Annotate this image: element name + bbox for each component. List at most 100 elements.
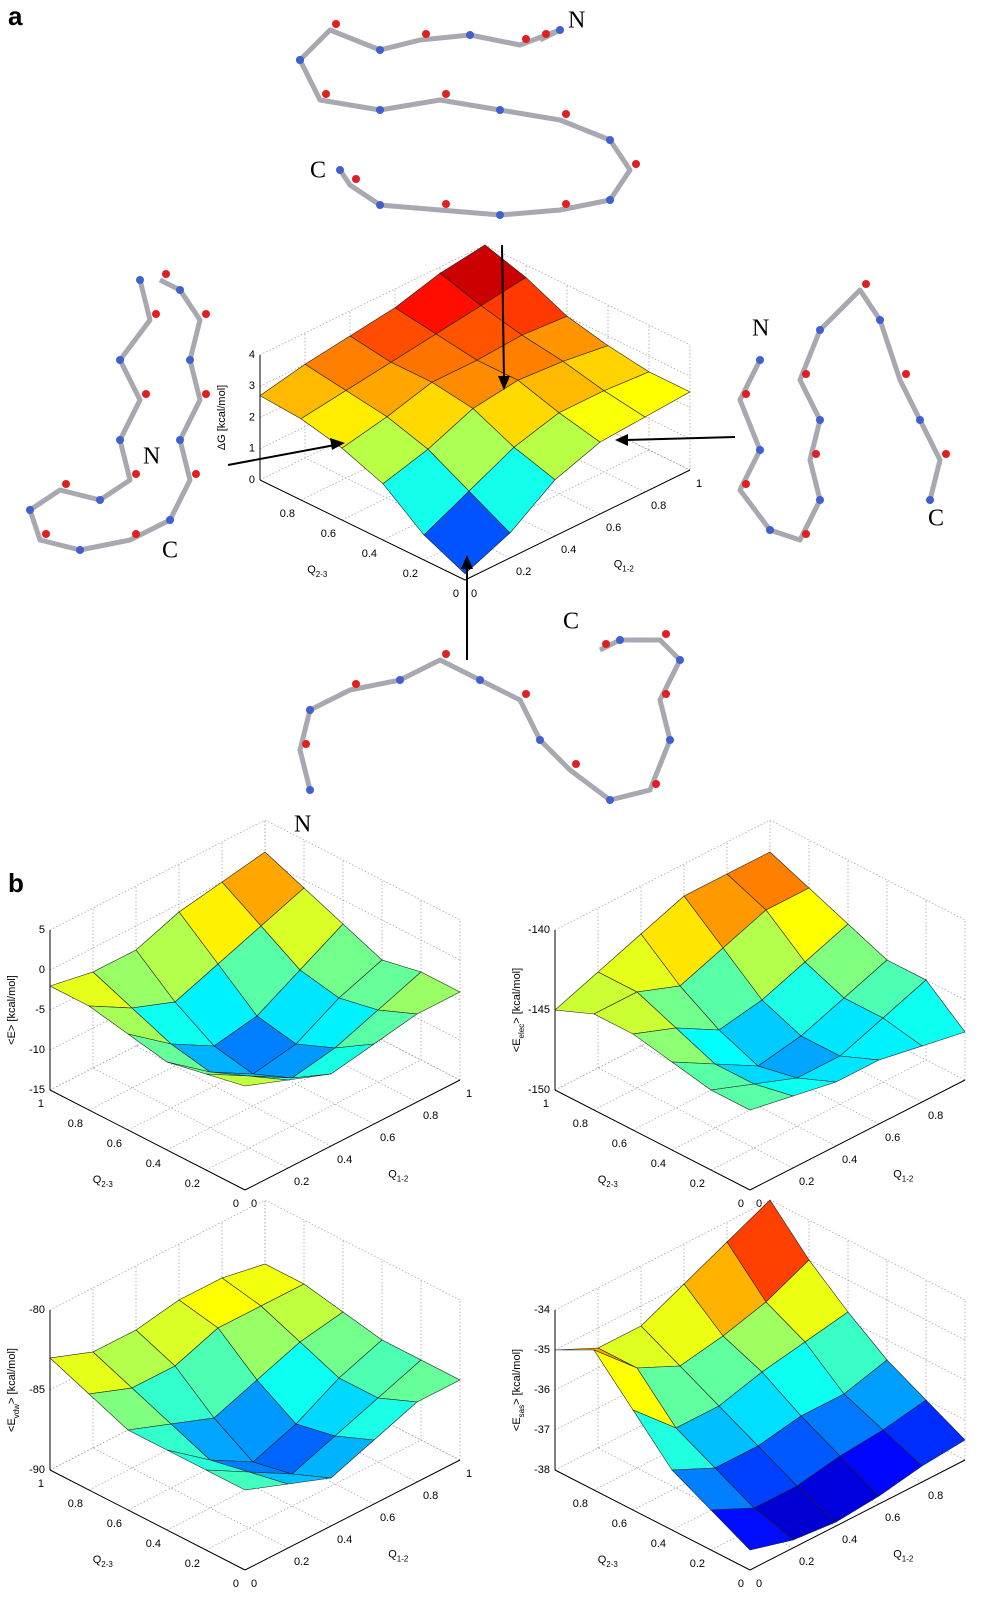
atom-o	[652, 780, 660, 788]
atom-n	[756, 446, 764, 454]
axis-label-part: vdw	[12, 1404, 21, 1418]
atom-n	[816, 416, 824, 424]
atom-o	[562, 200, 570, 208]
axis-label-part: 2-3	[316, 570, 328, 579]
y-tick-label: 0.2	[185, 1558, 200, 1570]
atom-o	[62, 480, 70, 488]
arrow	[625, 437, 735, 440]
z-tick-label: 1	[249, 443, 255, 455]
atom-n	[466, 31, 474, 39]
atom-o	[442, 200, 450, 208]
x-tick-label: 0.4	[337, 1534, 352, 1546]
atom-o	[202, 390, 210, 398]
y-tick-label: 0.6	[612, 1138, 627, 1150]
y-tick-label: 0	[738, 1578, 744, 1590]
atom-n	[766, 526, 774, 534]
y-tick-label: 0	[453, 588, 459, 600]
atom-o	[662, 630, 670, 638]
x-tick-label: 0.6	[380, 1132, 395, 1144]
atom-n	[496, 106, 504, 114]
x-tick-label: 0.6	[885, 1512, 900, 1524]
atom-n	[76, 546, 84, 554]
y-axis	[50, 1470, 245, 1570]
arrow	[228, 445, 335, 465]
atom-n	[816, 326, 824, 334]
x-tick-label: 0.8	[423, 1490, 438, 1502]
y-tick-label: 0	[738, 1198, 744, 1210]
structure-label: N	[143, 444, 160, 470]
atom-n	[136, 276, 144, 284]
backbone	[740, 290, 940, 540]
y-tick-label: 0.6	[107, 1138, 122, 1150]
axis-label: ΔG [kcal/mol]	[216, 385, 228, 450]
y-tick-label: 1	[38, 1098, 44, 1110]
axis-label-part: 2-3	[101, 1560, 113, 1569]
y-tick-label: 0.6	[107, 1518, 122, 1530]
backbone	[300, 640, 680, 800]
atom-n	[376, 46, 384, 54]
axis-label: Q1-2	[893, 1168, 914, 1183]
atom-o	[602, 640, 610, 648]
atom-o	[422, 30, 430, 38]
structure-label: N	[568, 8, 585, 34]
x-tick-label: 1	[696, 478, 702, 490]
y-tick-label: 0.4	[651, 1158, 666, 1170]
atom-o	[802, 530, 810, 538]
atom-o	[522, 35, 530, 43]
axis-label-part: elec	[517, 1024, 526, 1039]
atom-n	[616, 636, 624, 644]
x-tick-label: 0.2	[294, 1556, 309, 1568]
atom-o	[332, 20, 340, 28]
x-tick-label: 0.6	[606, 522, 621, 534]
y-tick-label: 0.8	[68, 1498, 83, 1510]
x-tick-label: 0.8	[928, 1490, 943, 1502]
atom-o	[352, 680, 360, 688]
axis-label-part: 1-2	[902, 1554, 914, 1563]
atom-o	[742, 390, 750, 398]
atom-o	[202, 310, 210, 318]
axis-label-part: <E	[511, 1038, 523, 1052]
axis-label-part: <E	[511, 1417, 523, 1431]
y-tick-label: 0.4	[651, 1538, 666, 1550]
x-tick-label: 0.2	[799, 1176, 814, 1188]
y-tick-label: 0.2	[690, 1178, 705, 1190]
atom-o	[302, 740, 310, 748]
atom-n	[186, 356, 194, 364]
axis-label-part: 1-2	[397, 1554, 409, 1563]
axis-label: <Evdw> [kcal/mol]	[6, 1348, 21, 1432]
atom-n	[96, 496, 104, 504]
z-tick-label: -10	[29, 1044, 45, 1056]
x-tick-label: 0.8	[423, 1110, 438, 1122]
atom-n	[756, 356, 764, 364]
atom-n	[536, 736, 544, 744]
atom-o	[542, 30, 550, 38]
z-tick-label: -145	[528, 1004, 550, 1016]
x-axis	[245, 1080, 460, 1190]
x-tick-label: 0.6	[380, 1512, 395, 1524]
z-tick-label: 3	[249, 380, 255, 392]
y-tick-label: 1	[38, 1478, 44, 1490]
atom-n	[926, 496, 934, 504]
atom-o	[162, 270, 170, 278]
axis-label-part: 1-2	[902, 1174, 914, 1183]
atom-o	[522, 690, 530, 698]
y-tick-label: 0.4	[146, 1158, 161, 1170]
x-tick-label: 0.6	[885, 1132, 900, 1144]
atom-o	[572, 760, 580, 768]
x-tick-label: 1	[466, 1468, 472, 1480]
x-tick-label: 0.8	[651, 500, 666, 512]
atom-o	[862, 280, 870, 288]
axis-label: <Esas> [kcal/mol]	[511, 1349, 526, 1431]
atom-n	[816, 496, 824, 504]
y-axis	[50, 1090, 245, 1190]
chart: 00.20.40.60.8100.20.40.60.81-90-85-80Q1-…	[6, 1200, 472, 1590]
atom-o	[42, 530, 50, 538]
x-tick-label: 0.4	[842, 1534, 857, 1546]
axis-label-part: 2-3	[606, 1180, 618, 1189]
axis-label: Q2-3	[93, 1174, 114, 1189]
x-tick-label: 0.4	[337, 1154, 352, 1166]
axis-label-part: sas	[517, 1405, 526, 1417]
atom-n	[166, 516, 174, 524]
atom-n	[676, 656, 684, 664]
y-tick-label: 0.6	[612, 1518, 627, 1530]
